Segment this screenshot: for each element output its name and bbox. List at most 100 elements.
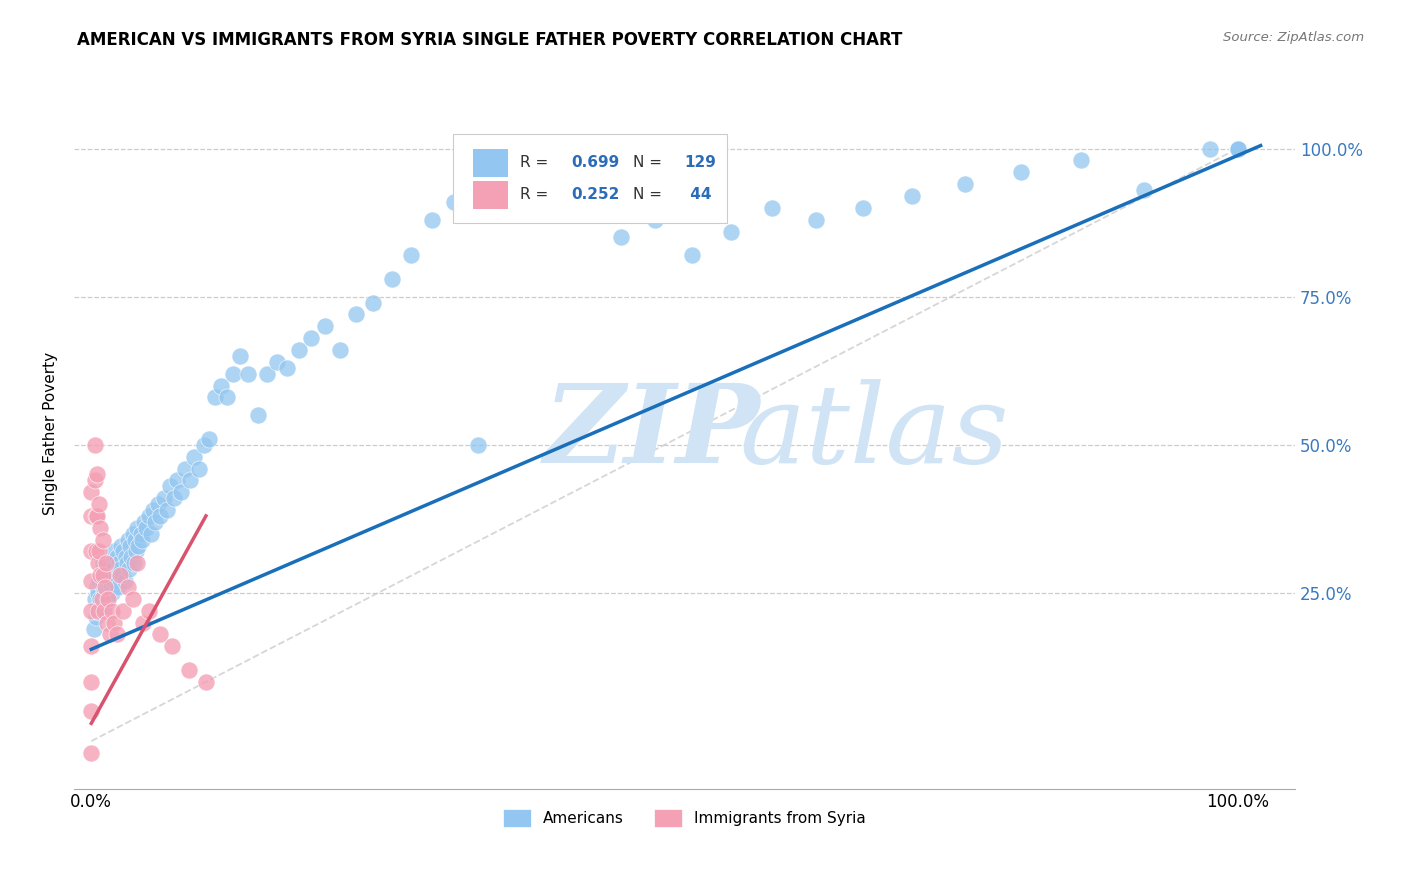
Point (132, 515, 155, 529)
Point (198, 432, 221, 446)
Point (96, 586, 118, 600)
Point (288, 343, 311, 357)
Point (108, 562, 131, 576)
Point (91, 533, 114, 547)
Point (111, 568, 134, 582)
Point (89, 591, 111, 606)
Point (84, 544, 107, 558)
Point (138, 604, 160, 618)
Point (1226, 142, 1249, 156)
Point (399, 248, 422, 262)
Point (115, 557, 138, 571)
Point (98, 568, 121, 582)
Point (84, 508, 107, 523)
Point (1226, 142, 1249, 156)
Point (98, 627, 121, 641)
Point (1226, 142, 1249, 156)
Point (80, 574, 103, 588)
Point (80, 746, 103, 760)
Point (492, 189, 515, 203)
Point (152, 491, 174, 505)
Point (1132, 183, 1154, 197)
Point (1226, 142, 1249, 156)
Point (901, 189, 924, 203)
Point (314, 319, 336, 334)
Point (145, 515, 167, 529)
Point (1226, 142, 1249, 156)
Point (101, 562, 124, 576)
Point (142, 503, 165, 517)
Point (121, 526, 143, 541)
Point (149, 508, 172, 523)
Point (86, 604, 108, 618)
Point (97, 562, 120, 576)
Point (125, 544, 148, 558)
Point (1226, 142, 1249, 156)
Point (1226, 142, 1249, 156)
Point (103, 574, 125, 588)
Point (229, 349, 252, 363)
Point (804, 212, 827, 227)
Point (188, 461, 211, 475)
Point (86, 467, 108, 482)
Point (118, 562, 141, 576)
Point (246, 408, 269, 422)
Point (80, 604, 103, 618)
Legend: Americans, Immigrants from Syria: Americans, Immigrants from Syria (495, 801, 873, 834)
Point (127, 539, 149, 553)
Point (94, 568, 117, 582)
Point (80, 705, 103, 719)
Point (170, 485, 193, 500)
Point (177, 663, 200, 677)
Point (96, 615, 118, 630)
Point (159, 479, 181, 493)
Point (97, 591, 120, 606)
Point (122, 557, 145, 571)
Point (156, 503, 179, 517)
Point (166, 474, 188, 488)
Point (238, 367, 260, 381)
Point (100, 580, 122, 594)
Point (146, 497, 169, 511)
Point (578, 201, 600, 215)
Point (80, 674, 103, 689)
Point (443, 194, 465, 209)
Point (87, 586, 110, 600)
Point (120, 550, 142, 565)
Point (96, 574, 118, 588)
Point (1226, 142, 1249, 156)
Point (103, 544, 125, 558)
Point (266, 355, 288, 369)
Point (132, 615, 155, 630)
Point (80, 544, 103, 558)
Point (87, 557, 110, 571)
Point (127, 521, 149, 535)
Text: 44: 44 (685, 187, 711, 202)
Point (91, 557, 114, 571)
Point (344, 308, 367, 322)
Point (104, 568, 127, 582)
Point (1226, 142, 1249, 156)
Point (1226, 142, 1249, 156)
Point (852, 201, 875, 215)
Text: N =: N = (633, 187, 668, 202)
Point (1226, 142, 1249, 156)
Point (83, 622, 105, 636)
Point (1010, 165, 1032, 179)
Point (80, 485, 103, 500)
Point (517, 177, 540, 191)
Point (1226, 142, 1249, 156)
Point (644, 212, 666, 227)
Point (94, 580, 117, 594)
Y-axis label: Single Father Poverty: Single Father Poverty (44, 351, 58, 515)
Point (193, 438, 215, 452)
Point (80, 640, 103, 654)
Point (1226, 142, 1249, 156)
Point (1226, 142, 1249, 156)
Point (1199, 142, 1222, 156)
Point (86, 580, 108, 594)
Point (299, 331, 322, 345)
Point (1070, 153, 1092, 168)
Point (91, 568, 114, 582)
Point (1226, 142, 1249, 156)
